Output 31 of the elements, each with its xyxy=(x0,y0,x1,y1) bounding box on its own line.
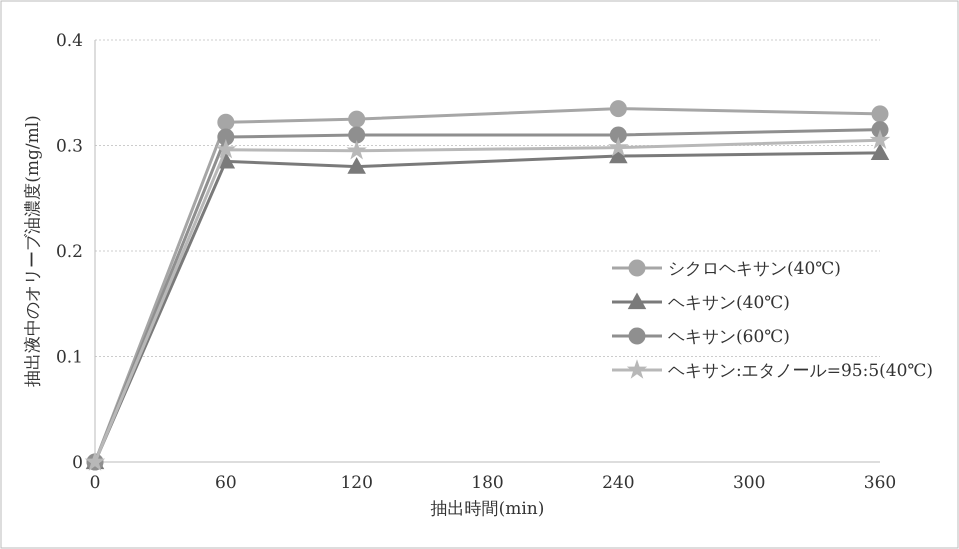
y-tick-label: 0.2 xyxy=(56,242,83,262)
point xyxy=(609,138,628,156)
legend-label: ヘキサン(40℃) xyxy=(668,293,790,313)
point xyxy=(348,110,366,128)
x-tick-label: 120 xyxy=(340,473,373,493)
point xyxy=(216,140,236,158)
point xyxy=(348,158,366,174)
y-axis-title: 抽出液中のオリーブ油濃度(mg/ml) xyxy=(23,115,43,387)
x-tick-label: 240 xyxy=(602,473,635,493)
point xyxy=(610,126,627,144)
point xyxy=(872,105,888,122)
point xyxy=(348,126,366,144)
x-tick-label: 180 xyxy=(471,473,504,493)
y-tick-label: 0 xyxy=(72,453,83,473)
point xyxy=(217,114,234,131)
point xyxy=(217,128,234,146)
x-tick-label: 60 xyxy=(215,473,237,493)
x-tick-label: 0 xyxy=(90,473,100,493)
x-axis-title: 抽出時間(min) xyxy=(430,499,544,519)
point xyxy=(347,141,366,159)
x-tick-label: 300 xyxy=(732,473,766,493)
y-tick-label: 0.4 xyxy=(56,31,83,51)
y-tick-label: 0.3 xyxy=(56,136,83,156)
point xyxy=(871,144,889,160)
legend-label: ヘキサン(60℃) xyxy=(668,327,790,347)
point xyxy=(870,130,890,148)
legend-label: シクロヘキサン(40℃) xyxy=(668,259,841,279)
legend-label: ヘキサン:エタノール=95:5(40℃) xyxy=(668,361,934,381)
x-tick-label: 360 xyxy=(864,473,896,493)
point xyxy=(610,100,627,118)
y-tick-label: 0.1 xyxy=(56,348,83,368)
